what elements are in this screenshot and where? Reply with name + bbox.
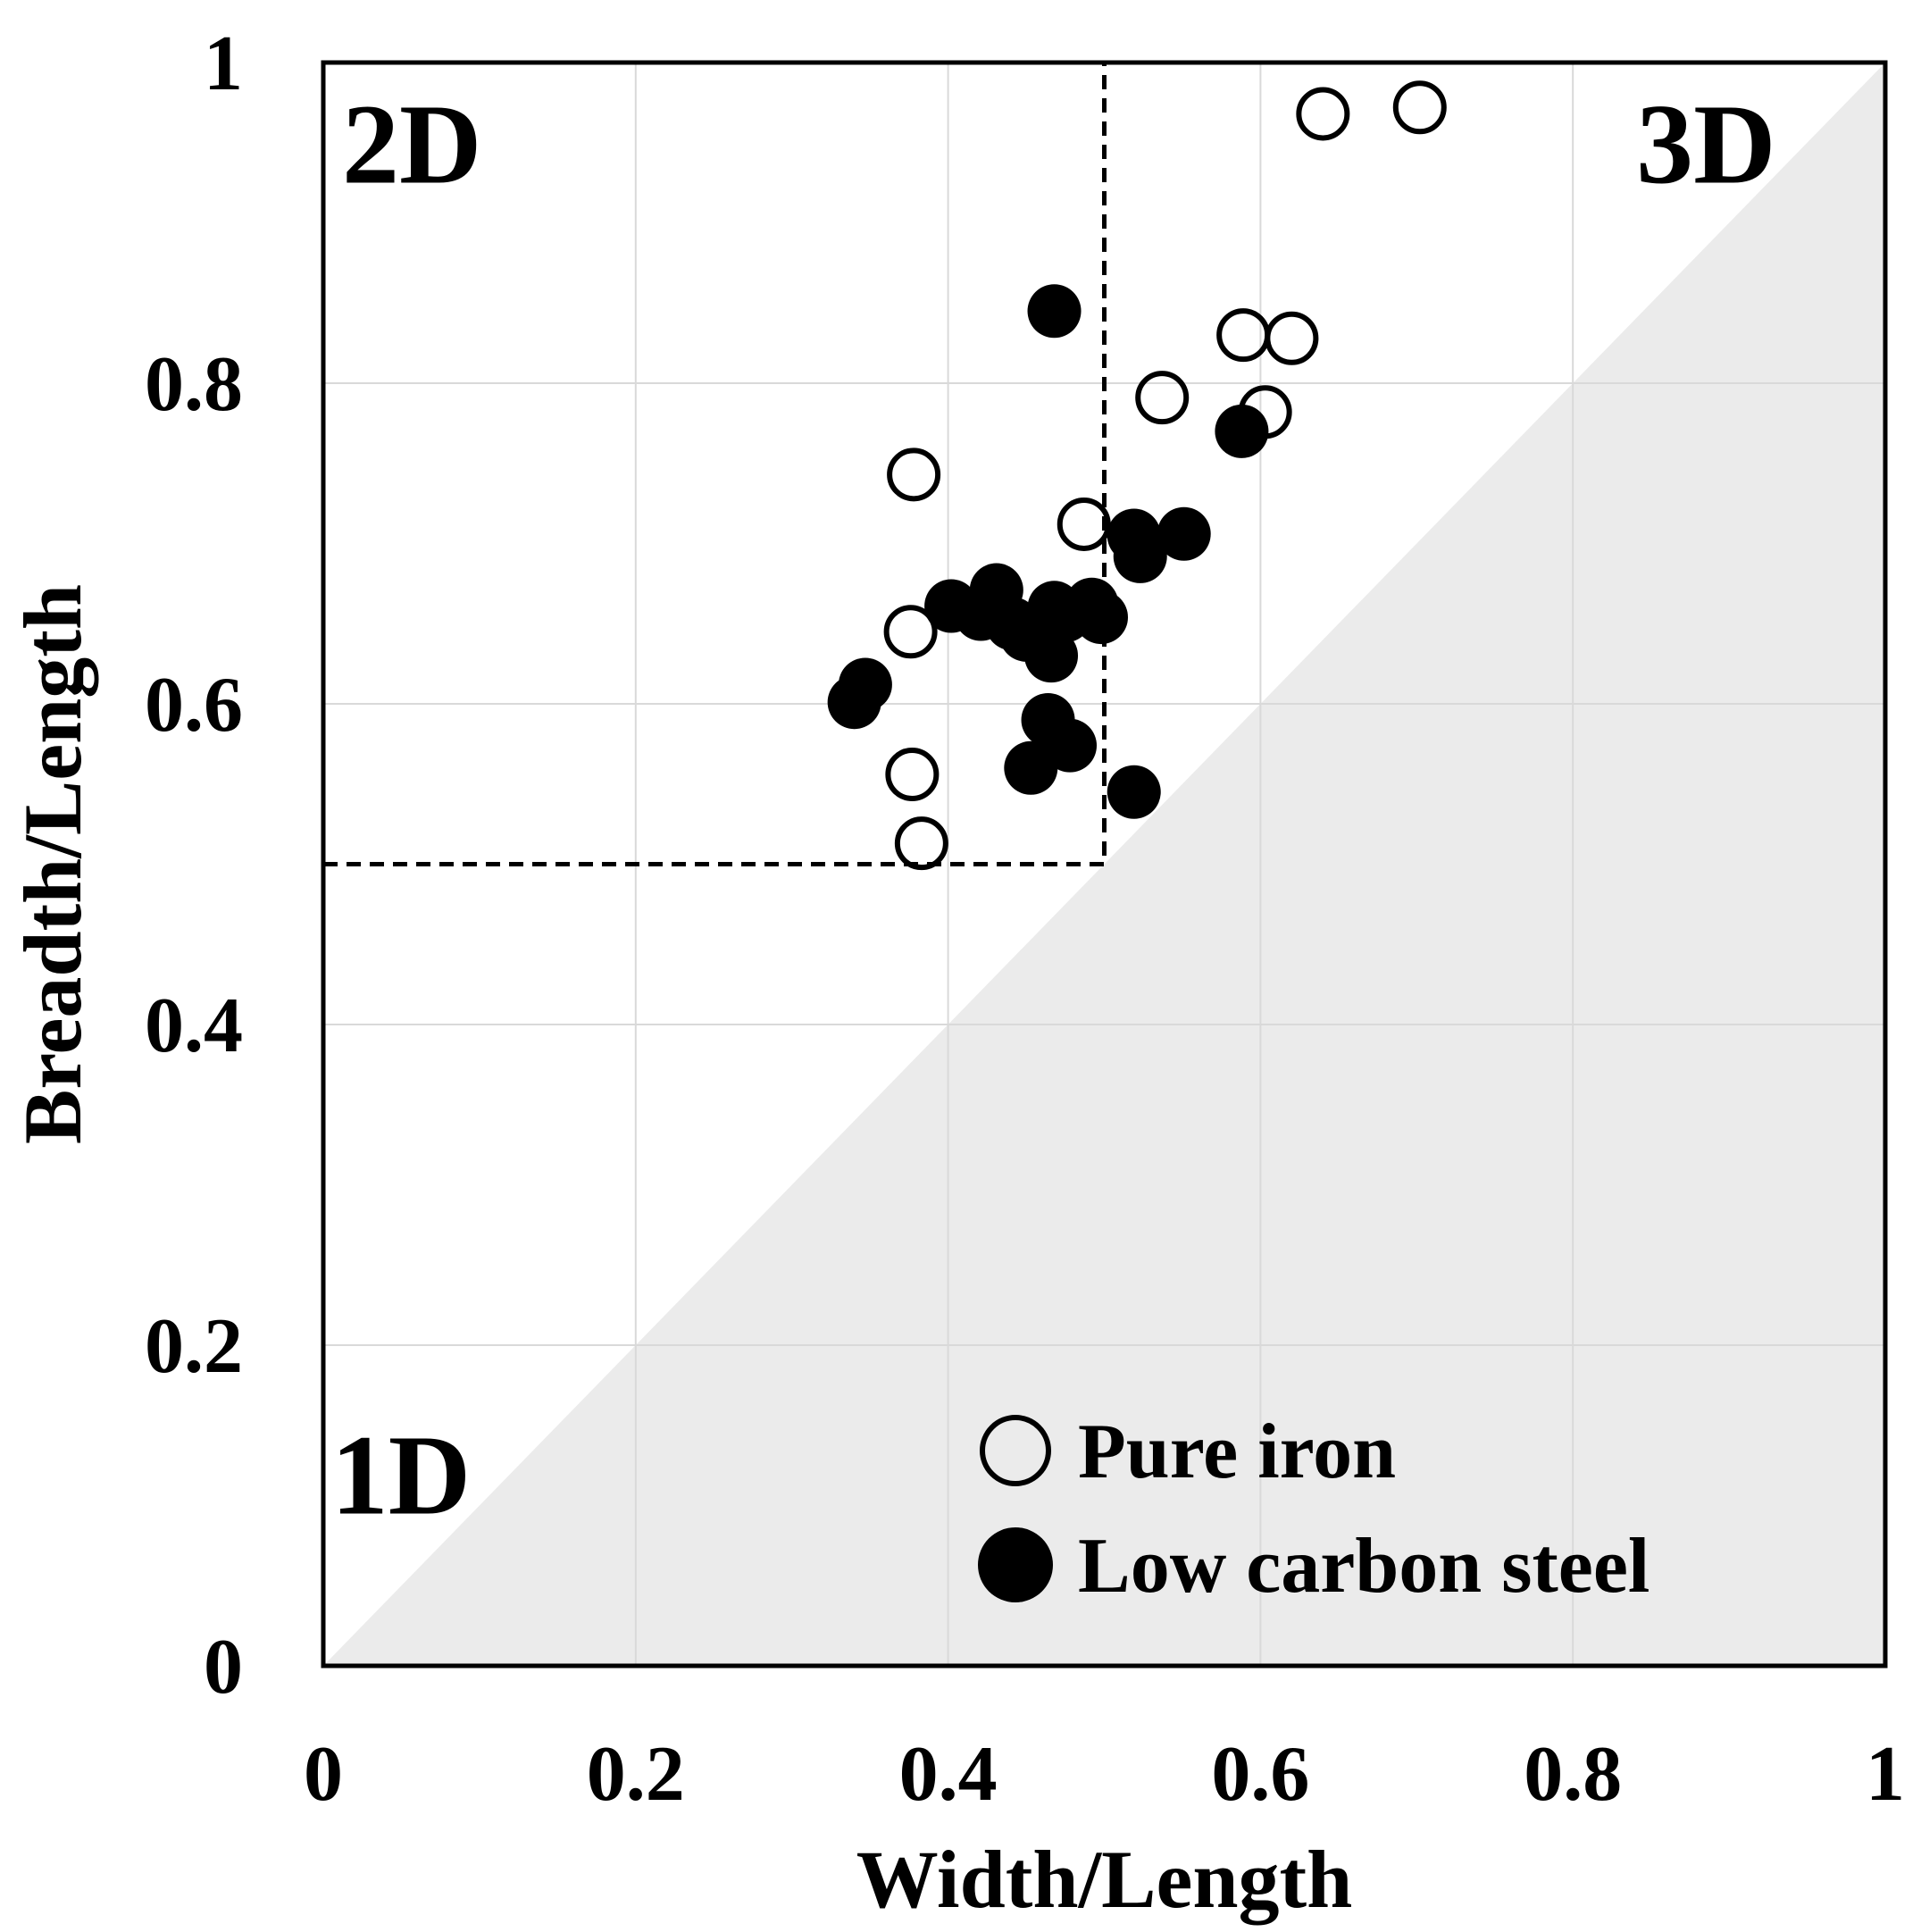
y-tick-label: 1 [204, 21, 243, 107]
data-point-pure-iron [1057, 497, 1111, 551]
shaded-region-below-diagonal [323, 63, 1885, 1666]
x-tick-label: 0.6 [1211, 1731, 1309, 1818]
data-point-pure-iron [885, 747, 940, 801]
legend: Pure iron Low carbon steel [978, 1409, 1650, 1610]
data-point-low-carbon-steel [1074, 590, 1129, 645]
region-labels: 1D 2D 3D [331, 81, 1776, 1539]
x-axis-title: Width/Length [856, 1834, 1353, 1925]
x-tick-label: 0.8 [1524, 1731, 1622, 1818]
data-point-pure-iron [883, 605, 938, 659]
region-label-1d: 1D [331, 1411, 471, 1538]
data-point-low-carbon-steel [1215, 404, 1269, 458]
region-label-2d: 2D [342, 81, 481, 208]
y-axis-title: Breadth/Length [7, 584, 98, 1144]
y-tick-label: 0 [204, 1624, 243, 1710]
data-point-low-carbon-steel [1107, 765, 1161, 819]
plot-frame [321, 60, 1888, 1669]
legend-marker-open-circle [980, 1415, 1051, 1486]
tick-labels: 0 0.2 0.4 0.6 0.8 1 0 0.2 0.4 0.6 0.8 1 [145, 21, 1905, 1818]
legend-label: Low carbon steel [1078, 1523, 1650, 1610]
data-point-low-carbon-steel [1004, 740, 1058, 795]
y-tick-label: 0.2 [145, 1303, 243, 1390]
data-point-low-carbon-steel [827, 675, 881, 730]
data-point-low-carbon-steel [1043, 718, 1098, 773]
data-point-low-carbon-steel [1113, 529, 1167, 583]
y-tick-label: 0.8 [145, 341, 243, 428]
dimension-boundaries [323, 63, 1107, 866]
data-point-pure-iron [887, 447, 941, 502]
x-tick-label: 0.4 [899, 1731, 998, 1818]
legend-label: Pure iron [1078, 1409, 1396, 1495]
series-low-carbon-steel [827, 284, 1269, 819]
region-label-3d: 3D [1636, 81, 1775, 208]
data-point-pure-iron [894, 816, 948, 871]
data-point-pure-iron [1265, 311, 1319, 365]
data-points [827, 80, 1447, 871]
y-tick-label: 0.6 [145, 662, 243, 749]
x-tick-label: 0 [304, 1731, 343, 1818]
plot-border [321, 60, 1888, 1669]
boundary-dashed-line [323, 63, 1107, 866]
x-tick-label: 1 [1866, 1731, 1905, 1818]
data-point-pure-iron [1135, 371, 1190, 425]
x-tick-label: 0.2 [587, 1731, 685, 1818]
data-point-pure-iron [1296, 87, 1350, 141]
legend-marker-filled-circle [978, 1527, 1053, 1602]
data-point-pure-iron [1392, 80, 1447, 135]
plot-background [323, 63, 1885, 1666]
data-point-low-carbon-steel [1027, 284, 1082, 339]
y-tick-label: 0.4 [145, 983, 243, 1069]
data-point-low-carbon-steel [1157, 506, 1211, 561]
data-point-low-carbon-steel [1024, 629, 1079, 683]
